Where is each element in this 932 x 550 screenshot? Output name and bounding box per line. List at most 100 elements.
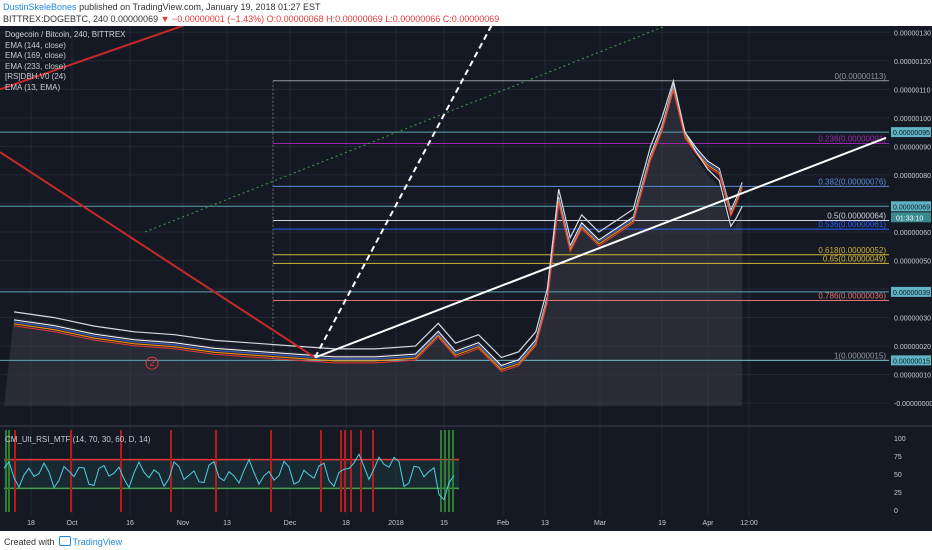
rsi-tick-0: 100 [894,436,906,443]
fib-label-5: 0.618(0.00000052) [818,246,886,255]
fib-label-7: 0.786(0.00000036) [818,291,886,300]
rsi-os-bar [452,430,454,512]
h-level-tag-1: 0.00000069 [893,204,930,211]
y-tick-2: 0.00000110 [894,87,931,94]
h-level-tag-2: 0.00000039 [893,290,930,297]
white-uptrend-line [314,136,887,359]
rsi-tick-4: 0 [894,508,898,515]
indicator-legend: Dogecoin / Bitcoin, 240, BITTREX EMA (14… [5,30,126,93]
x-tick-5: Dec [284,520,297,527]
rsi-tick-1: 75 [894,454,902,461]
ema-line [13,82,743,367]
y-tick-1: 0.00000120 [894,59,931,66]
chart-title[interactable]: Dogecoin / Bitcoin, 240, BITTREX [5,30,126,39]
publish-text: published on TradingView.com, January 19… [79,2,321,12]
fib-label-2: 0.382(0.00000076) [818,177,886,186]
symbol-line: BITTREX:DOGEBTC, 240 0.00000069 ▼ −0.000… [3,14,499,24]
white-dashed-line [314,26,493,358]
x-tick-7: 2018 [388,520,404,527]
rsi-ob-bar [360,430,362,512]
ohlc-text: O:0.00000068 H:0.00000069 L:0.00000066 C… [266,14,500,24]
ema-line [13,86,743,371]
fib-label-4: 0.536(0.00000061) [818,220,886,229]
h-level-tag-bg [891,201,931,212]
rsi-tick-2: 50 [894,472,902,479]
y-tick-12: 0.00000010 [894,373,931,380]
wave-label: 2 [149,358,154,368]
rsi-line [3,453,455,501]
h-level-tag-0: 0.00000095 [893,130,930,137]
h-level-tag-bg [891,127,931,138]
volume-shade-area [4,86,743,407]
x-tick-13: Apr [703,520,715,527]
rsi-ob-bar [320,430,322,512]
h-level-tag-3: 0.00000015 [893,358,930,365]
fib-label-3: 0.5(0.00000064) [827,212,886,221]
countdown-bg [891,212,931,223]
tradingview-brand-link[interactable]: TradingView [72,537,123,547]
h-level-tag-bg [891,355,931,366]
y-tick-10: 0.00000030 [894,316,931,323]
fib-label-0: 0(0.00000113) [835,72,887,81]
created-with-text: Created with [4,537,55,547]
tradingview-logo-icon [58,536,71,546]
publish-line: DustinSkeleBones published on TradingVie… [3,2,321,12]
fib-label-6: 0.65(0.00000049) [823,254,887,263]
red-downtrend-line [0,151,316,359]
x-tick-10: 13 [541,520,549,527]
rsi-ob-bar [14,430,16,512]
chart-footer: Created with TradingView [0,531,932,550]
x-tick-6: 18 [342,520,350,527]
rsi-ob-bar [270,430,272,512]
symbol-text: BITTREX:DOGEBTC, 240 0.00000069 [3,14,159,24]
y-tick-7: 0.00000060 [894,230,931,237]
h-level-tag-bg [891,286,931,297]
rsi-os-bar [440,430,442,512]
y-tick-0: 0.00000130 [894,30,931,37]
red-upper-line [0,26,186,91]
green-dotted-line [144,26,667,233]
ema-169-label[interactable]: EMA (169, close) [5,51,66,60]
ema-line [13,88,743,373]
change-text: ▼ −0.00000001 (−1.43%) [160,14,265,24]
price-chart-svg[interactable]: 0(0.00000113) 0.236(0.00000091) 0.382(0.00… [0,26,932,531]
y-tick-3: 0.00000100 [894,116,931,123]
y-tick-4: 0.00000090 [894,144,931,151]
y-tick-5: 0.00000080 [894,173,931,180]
rsi-ob-bar [215,430,217,512]
rsi-os-bar [8,430,10,512]
rsi-ob-bar [344,430,346,512]
ema-13-label[interactable]: EMA (13, EMA) [5,82,61,92]
x-tick-9: Feb [497,520,509,527]
x-tick-1: Oct [67,520,78,527]
fib-label-1: 0.236(0.00000091) [818,135,886,144]
rs-dbh-label[interactable]: [RS]DBH.V0 (24) [5,72,66,81]
x-tick-14: 12:00 [740,520,758,527]
price-line [13,78,743,359]
wave-circle [145,356,159,370]
x-tick-4: 13 [223,520,231,527]
fib-label-8: 1(0.00000015) [834,351,886,360]
rsi-ob-bar [70,430,72,512]
x-tick-11: Mar [594,520,607,527]
chart-area[interactable]: 0(0.00000113) 0.236(0.00000091) 0.382(0.00… [0,26,932,531]
rsi-os-bar [5,430,7,512]
x-tick-2: 16 [126,520,134,527]
x-tick-3: Nov [177,520,190,527]
rsi-tick-3: 25 [894,490,902,497]
ema-233-label[interactable]: EMA (233, close) [5,61,66,71]
chart-header: DustinSkeleBones published on TradingVie… [0,0,932,26]
rsi-title[interactable]: CM_Ult_RSI_MTF (14, 70, 30, 60, D, 14) [5,435,151,444]
rsi-os-bar [444,430,446,512]
footer-text: Created with TradingView [4,536,122,547]
y-tick-8: 0.00000050 [894,259,931,266]
x-tick-12: 19 [658,520,666,527]
countdown-text: 01:33:10 [896,215,923,222]
rsi-ob-bar [350,430,352,512]
x-tick-0: 18 [27,520,35,527]
rsi-os-bar [448,430,450,512]
y-tick-13: -0.00000000 [894,401,932,408]
y-tick-11: 0.00000020 [894,344,931,351]
ema-144-label[interactable]: EMA (144, close) [5,40,66,50]
author-link[interactable]: DustinSkeleBones [3,2,77,12]
